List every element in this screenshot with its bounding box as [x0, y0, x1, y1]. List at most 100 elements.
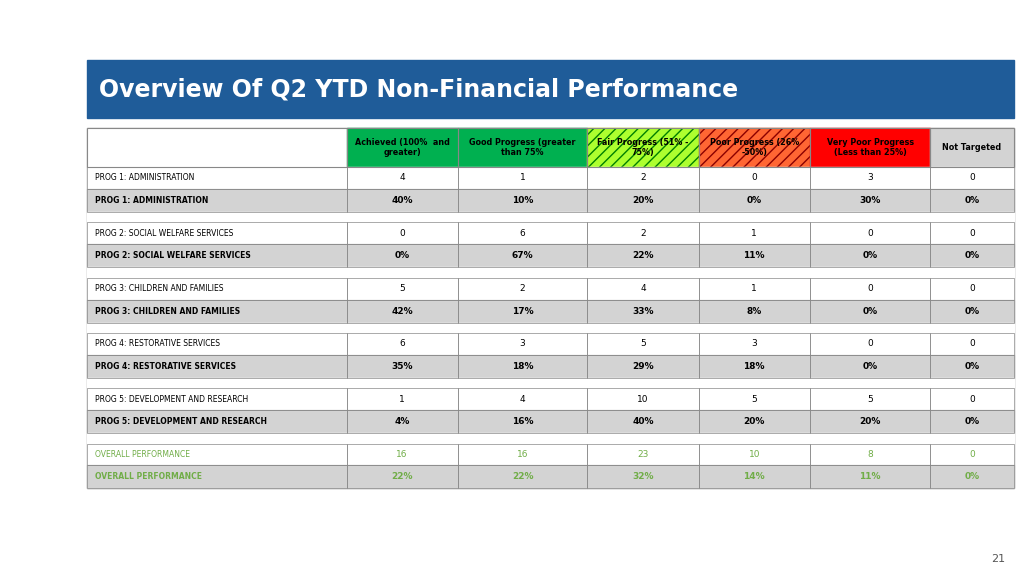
Bar: [931, 465, 1014, 488]
Bar: [931, 128, 1014, 167]
Text: 1: 1: [752, 229, 757, 238]
Text: 33%: 33%: [633, 306, 653, 316]
Text: 18%: 18%: [743, 362, 765, 371]
Bar: [588, 433, 698, 444]
Text: 11%: 11%: [859, 472, 881, 482]
Bar: [588, 355, 698, 378]
Bar: [346, 300, 458, 323]
Text: 8: 8: [867, 450, 873, 459]
Bar: [810, 128, 931, 167]
Bar: [87, 128, 346, 167]
Bar: [698, 222, 810, 244]
Bar: [698, 388, 810, 410]
Bar: [588, 128, 698, 167]
Text: 22%: 22%: [633, 251, 653, 260]
Bar: [931, 267, 1014, 278]
Bar: [458, 465, 588, 488]
Bar: [588, 333, 698, 355]
Bar: [931, 278, 1014, 300]
Text: PROG 4: RESTORATIVE SERVICES: PROG 4: RESTORATIVE SERVICES: [95, 362, 237, 371]
Text: PROG 1: ADMINISTRATION: PROG 1: ADMINISTRATION: [95, 196, 209, 205]
Bar: [588, 300, 698, 323]
Bar: [87, 244, 346, 267]
Text: 32%: 32%: [633, 472, 653, 482]
Bar: [810, 222, 931, 244]
Bar: [458, 433, 588, 444]
Bar: [588, 410, 698, 433]
Bar: [810, 128, 931, 167]
Bar: [346, 388, 458, 410]
Bar: [458, 222, 588, 244]
Bar: [698, 212, 810, 222]
Bar: [931, 244, 1014, 267]
Text: 17%: 17%: [512, 306, 534, 316]
Bar: [698, 189, 810, 212]
Bar: [931, 388, 1014, 410]
Bar: [931, 323, 1014, 333]
Bar: [588, 410, 698, 433]
Bar: [698, 128, 810, 167]
Text: 1: 1: [752, 284, 757, 293]
Bar: [87, 465, 346, 488]
Text: PROG 2: SOCIAL WELFARE SERVICES: PROG 2: SOCIAL WELFARE SERVICES: [95, 251, 251, 260]
Bar: [810, 267, 931, 278]
Text: Good Progress (greater
than 75%: Good Progress (greater than 75%: [469, 138, 575, 157]
Bar: [346, 222, 458, 244]
Text: 5: 5: [640, 339, 646, 348]
Text: Very Poor Progress
(Less than 25%): Very Poor Progress (Less than 25%): [826, 138, 913, 157]
Bar: [810, 278, 931, 300]
Bar: [588, 278, 698, 300]
Bar: [346, 244, 458, 267]
Bar: [87, 444, 346, 465]
Text: PROG 3: CHILDREN AND FAMILIES: PROG 3: CHILDREN AND FAMILIES: [95, 284, 223, 293]
Bar: [346, 465, 458, 488]
Bar: [588, 444, 698, 465]
Bar: [346, 222, 458, 244]
Bar: [698, 244, 810, 267]
Text: 30%: 30%: [859, 196, 881, 205]
Bar: [588, 244, 698, 267]
Bar: [458, 465, 588, 488]
Bar: [458, 244, 588, 267]
Bar: [87, 167, 346, 189]
Bar: [87, 128, 346, 167]
Bar: [931, 444, 1014, 465]
Bar: [346, 388, 458, 410]
Text: 42%: 42%: [391, 306, 413, 316]
Bar: [931, 212, 1014, 222]
Text: 1: 1: [399, 395, 406, 404]
Text: 0: 0: [867, 229, 873, 238]
Bar: [698, 278, 810, 300]
Bar: [931, 433, 1014, 444]
Bar: [346, 355, 458, 378]
Text: 0%: 0%: [394, 251, 410, 260]
Text: 2: 2: [640, 173, 646, 183]
Text: 4%: 4%: [394, 417, 410, 426]
Bar: [87, 167, 346, 189]
Bar: [458, 355, 588, 378]
Bar: [698, 222, 810, 244]
Bar: [458, 212, 588, 222]
Bar: [588, 244, 698, 267]
Bar: [346, 278, 458, 300]
Bar: [588, 128, 698, 167]
Bar: [810, 444, 931, 465]
Text: 0%: 0%: [862, 362, 878, 371]
Text: 3: 3: [867, 173, 873, 183]
Bar: [588, 378, 698, 388]
Bar: [458, 410, 588, 433]
Bar: [346, 355, 458, 378]
Bar: [346, 378, 458, 388]
Bar: [931, 167, 1014, 189]
Bar: [458, 410, 588, 433]
Bar: [87, 410, 346, 433]
Text: 2: 2: [640, 229, 646, 238]
Bar: [698, 189, 810, 212]
Bar: [588, 128, 698, 167]
Bar: [458, 222, 588, 244]
Bar: [87, 355, 346, 378]
Bar: [87, 300, 346, 323]
Text: 3: 3: [520, 339, 525, 348]
Bar: [588, 388, 698, 410]
Bar: [346, 267, 458, 278]
